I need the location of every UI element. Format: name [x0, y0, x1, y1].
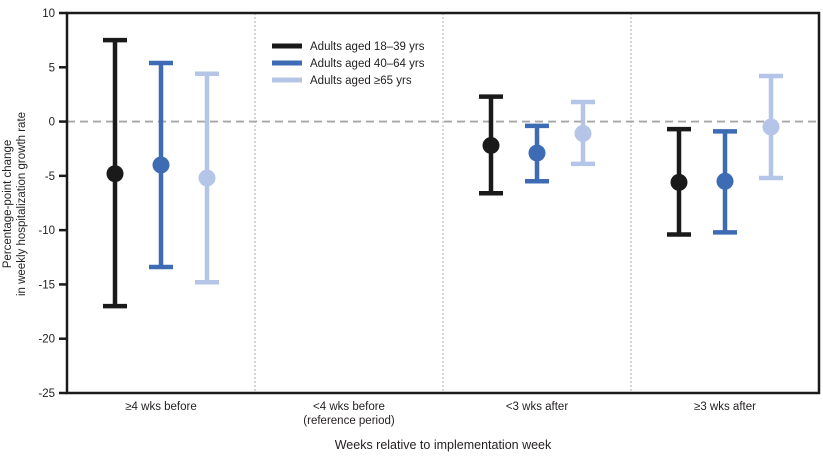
legend-label: Adults aged ≥65 yrs [310, 75, 412, 87]
point-estimate [762, 118, 780, 136]
y-axis-title-line1: Percentage-point change [2, 140, 14, 269]
point-estimate [716, 172, 734, 190]
y-axis-title-line2: in weekly hospitalization growth rate [16, 112, 28, 296]
y-tick-label: 5 [49, 62, 55, 74]
x-category-label: (reference period) [303, 415, 395, 427]
point-estimate [482, 136, 500, 154]
x-category-label: ≥3 wks after [694, 401, 756, 413]
x-category-label: <3 wks after [506, 401, 568, 413]
x-category-label: <4 wks before [313, 401, 385, 413]
point-estimate [152, 156, 170, 174]
y-tick-label: -25 [38, 388, 55, 400]
y-tick-label: 0 [49, 117, 55, 129]
chart-plot-area: 10 5 0 -5 -10 -15 -20 -25 ≥4 wks before <4 wks be… [38, 8, 821, 427]
x-axis-title: Weeks relative to implementation week [335, 438, 552, 452]
y-tick-label: -5 [45, 171, 55, 183]
point-estimate [106, 165, 124, 183]
plot-border [65, 11, 821, 395]
point-estimate [670, 173, 688, 191]
point-estimate [198, 169, 216, 187]
legend-label: Adults aged 18–39 yrs [310, 41, 425, 53]
y-tick-label: -10 [38, 225, 55, 237]
point-estimate [574, 125, 592, 143]
y-tick-label: 10 [42, 8, 55, 20]
y-tick-label: -15 [38, 279, 55, 291]
y-tick-label: -20 [38, 334, 55, 346]
legend-label: Adults aged 40–64 yrs [310, 58, 425, 70]
point-estimate [528, 144, 546, 162]
x-category-label: ≥4 wks before [125, 401, 197, 413]
